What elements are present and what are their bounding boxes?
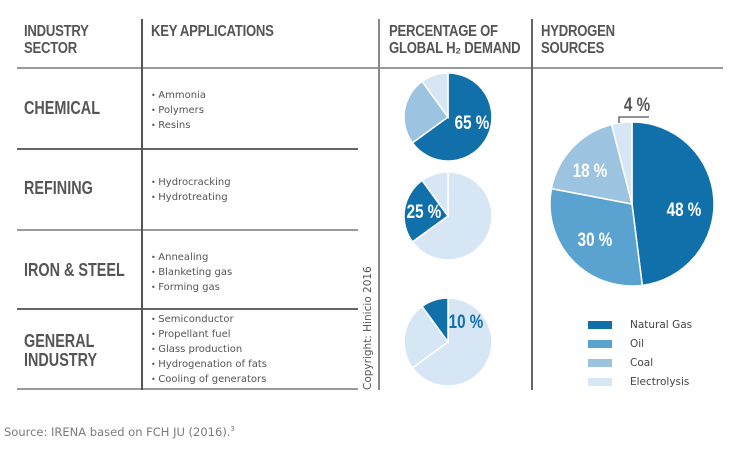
sector-chemical: CHEMICAL bbox=[24, 99, 100, 118]
sector-label: GENERAL bbox=[24, 331, 95, 351]
sector-label: IRON & STEEL bbox=[24, 260, 125, 280]
applications-chemical: Ammonia Polymers Resins bbox=[151, 88, 206, 133]
legend-label: Coal bbox=[630, 356, 654, 369]
legend-swatch bbox=[588, 358, 612, 367]
sources-slice-coal bbox=[550, 123, 634, 205]
demand-pies bbox=[403, 72, 493, 387]
application-item: Resins bbox=[151, 118, 206, 133]
application-item: Propellant fuel bbox=[151, 327, 267, 342]
source-label-oil: 30 % bbox=[578, 228, 613, 250]
header-industry-sector: INDUSTRY SECTOR bbox=[24, 23, 89, 57]
sector-general-industry: GENERAL INDUSTRY bbox=[24, 332, 97, 370]
applications-refining: Hydrocracking Hydrotreating bbox=[151, 175, 231, 205]
header-line: KEY APPLICATIONS bbox=[151, 23, 274, 40]
header-line: INDUSTRY bbox=[24, 23, 89, 40]
demand-pie-slice-chemical bbox=[411, 297, 493, 387]
application-item: Cooling of generators bbox=[151, 372, 267, 387]
row-rule bbox=[17, 308, 358, 310]
demand-label-chemical: 65 % bbox=[455, 111, 490, 133]
header-demand: PERCENTAGE OF GLOBAL H₂ DEMAND bbox=[389, 23, 521, 57]
demand-pie-slice-general-industry bbox=[421, 297, 449, 345]
demand-label-general: 10 % bbox=[449, 310, 484, 332]
application-item: Annealing bbox=[151, 250, 232, 265]
application-item: Hydrotreating bbox=[151, 190, 231, 205]
application-item: Polymers bbox=[151, 103, 206, 118]
header-key-applications: KEY APPLICATIONS bbox=[151, 23, 274, 40]
application-item: Blanketing gas bbox=[151, 265, 232, 280]
source-label-electrolysis: 4 % bbox=[624, 93, 650, 115]
legend-swatch bbox=[588, 339, 612, 348]
row-rule bbox=[17, 388, 358, 390]
demand-labels: 65 % 25 % 10 % bbox=[407, 111, 490, 332]
column-divider bbox=[531, 19, 533, 390]
demand-pie-slice-refining bbox=[403, 305, 450, 369]
column-divider bbox=[141, 19, 143, 390]
sources-slice-oil bbox=[549, 187, 644, 287]
sources-labels: 48 % 30 % 18 % 4 % bbox=[573, 93, 702, 250]
application-item: Semiconductor bbox=[151, 312, 267, 327]
demand-pie-slice-refining bbox=[403, 80, 450, 144]
source-footnote: 3 bbox=[230, 425, 235, 434]
legend-label: Electrolysis bbox=[630, 375, 690, 388]
application-item: Ammonia bbox=[151, 88, 206, 103]
legend-item-natural-gas: Natural Gas bbox=[588, 315, 692, 334]
applications-iron-steel: Annealing Blanketing gas Forming gas bbox=[151, 250, 232, 295]
source-note: Source: IRENA based on FCH JU (2016).3 bbox=[4, 425, 235, 439]
sector-label: CHEMICAL bbox=[24, 98, 100, 118]
sources-slice-electrolysis bbox=[610, 121, 633, 205]
legend-item-oil: Oil bbox=[588, 334, 692, 353]
legend-swatch bbox=[588, 377, 612, 386]
demand-pie-slice-refining bbox=[403, 179, 450, 243]
application-item: Glass production bbox=[151, 342, 267, 357]
legend-swatch bbox=[588, 320, 612, 329]
application-item: Forming gas bbox=[151, 280, 232, 295]
row-rule bbox=[17, 148, 358, 150]
legend-item-coal: Coal bbox=[588, 353, 692, 372]
header-line: SECTOR bbox=[24, 40, 77, 57]
sector-refining: REFINING bbox=[24, 179, 93, 198]
demand-pie-slice-general-industry bbox=[421, 171, 449, 219]
application-item: Hydrogenation of fats bbox=[151, 357, 267, 372]
source-label-coal: 18 % bbox=[573, 159, 608, 181]
legend-item-electrolysis: Electrolysis bbox=[588, 372, 692, 391]
legend-label: Oil bbox=[630, 337, 645, 350]
sources-slice-natural-gas bbox=[631, 121, 715, 287]
header-line: GLOBAL H₂ DEMAND bbox=[389, 40, 521, 57]
header-line: HYDROGEN bbox=[541, 23, 615, 40]
header-line: SOURCES bbox=[541, 40, 605, 57]
header-rule bbox=[17, 67, 723, 69]
source-text: Source: IRENA based on FCH JU (2016). bbox=[4, 425, 231, 439]
sector-iron-steel: IRON & STEEL bbox=[24, 261, 125, 280]
legend-label: Natural Gas bbox=[630, 318, 693, 331]
header-line: PERCENTAGE OF bbox=[389, 23, 498, 40]
demand-pie-slice-chemical bbox=[411, 171, 493, 261]
header-sources: HYDROGEN SOURCES bbox=[541, 23, 615, 57]
sector-label: REFINING bbox=[24, 178, 93, 198]
demand-pie-slice-general-industry bbox=[421, 72, 449, 120]
sources-pie bbox=[549, 121, 715, 287]
application-item: Hydrocracking bbox=[151, 175, 230, 190]
legend: Natural Gas Oil Coal Electrolysis bbox=[588, 315, 692, 391]
demand-label-refining: 25 % bbox=[407, 200, 442, 222]
electrolysis-callout-line bbox=[618, 116, 649, 123]
column-divider bbox=[378, 19, 380, 390]
demand-pie-slice-chemical bbox=[411, 72, 493, 162]
applications-general-industry: Semiconductor Propellant fuel Glass prod… bbox=[151, 312, 267, 387]
source-label-natural-gas: 48 % bbox=[667, 198, 702, 220]
row-rule bbox=[17, 229, 358, 231]
sector-label: INDUSTRY bbox=[24, 350, 98, 370]
